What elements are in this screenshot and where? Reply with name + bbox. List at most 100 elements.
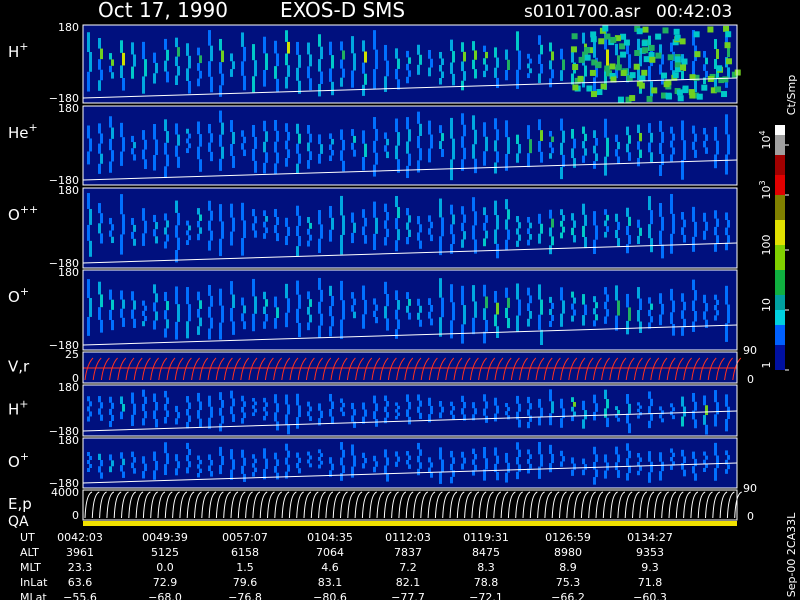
- energy-trace: [646, 491, 655, 519]
- spectrum-cell: [342, 300, 345, 320]
- spectrum-cell: [505, 287, 508, 298]
- spectrum-cell: [307, 401, 310, 407]
- cell: 75.3: [556, 576, 581, 589]
- velocity-trace: [527, 357, 537, 381]
- spectrum-cell: [142, 471, 145, 479]
- spectrum-cell: [560, 461, 563, 467]
- spectrum-cell: [120, 465, 123, 472]
- spectrum-cell: [659, 314, 662, 326]
- spectrum-cell: [496, 472, 499, 481]
- spectrum-cell: [461, 463, 464, 470]
- spectrum-cell: [573, 411, 576, 417]
- spectrum-cell: [320, 313, 323, 326]
- panel-frame: [82, 24, 738, 104]
- spectrum-cell: [650, 461, 653, 473]
- spectrum-cell: [628, 216, 631, 226]
- spectrum-cell: [188, 448, 191, 456]
- spectrum-cell: [142, 418, 145, 426]
- spectrum-cell: [582, 155, 585, 163]
- spectrum-cell: [342, 449, 345, 458]
- velocity-trace: [223, 357, 233, 381]
- spectrum-cell: [461, 408, 464, 415]
- spectrum-cell: [331, 81, 334, 96]
- velocity-trace: [453, 357, 463, 381]
- spectrum-cell: [628, 54, 631, 69]
- spectrum-cell: [571, 315, 574, 322]
- spectrum-cell: [648, 451, 651, 462]
- spectrum-cell: [166, 397, 169, 404]
- spectrum-cell: [230, 203, 233, 218]
- spectrum-cell: [199, 159, 202, 172]
- spectrum-cell: [679, 38, 686, 45]
- colorbar-tick-label: 10: [760, 298, 773, 312]
- spectrum-cell: [133, 300, 136, 310]
- spectrum-cell: [375, 403, 378, 412]
- spectrum-cell: [265, 131, 268, 142]
- spectrum-cell: [219, 407, 222, 416]
- spectrum-cell: [650, 303, 653, 310]
- spectrum-cell: [186, 421, 189, 429]
- spectrum-cell: [287, 450, 290, 458]
- spectrum-cell: [694, 51, 701, 58]
- spectrum-cell: [364, 73, 367, 85]
- spectrum-cell: [243, 305, 246, 314]
- spectrum-cell: [340, 77, 343, 87]
- spectrum-cell: [109, 138, 112, 151]
- spectrum-cell: [518, 234, 521, 241]
- spectrum-cell: [452, 457, 455, 464]
- spectrum-cell: [331, 149, 334, 156]
- spectrum-cell: [661, 216, 664, 231]
- cell: 8.3: [477, 561, 495, 574]
- cell: 0134:27: [627, 531, 673, 544]
- spectrum-cell: [307, 322, 310, 331]
- label-name: O: [8, 206, 20, 224]
- spectrum-cell: [617, 141, 620, 150]
- spectrum-cell: [186, 321, 189, 339]
- velocity-trace: [691, 357, 701, 381]
- spectrum-cell: [208, 61, 211, 77]
- spectrum-cell: [516, 153, 519, 163]
- spectrum-cell: [175, 250, 178, 263]
- spectrum-cell: [474, 211, 477, 226]
- spectrum-cell: [572, 64, 579, 71]
- spectrum-cell: [571, 469, 574, 476]
- spectrum-cell: [683, 469, 686, 477]
- spectrum-cell: [252, 44, 255, 61]
- spectrum-cell: [615, 285, 618, 301]
- spectrum-cell: [164, 142, 167, 155]
- tick-exponent: 4: [758, 130, 767, 135]
- spectrum-cell: [615, 149, 618, 157]
- spectrum-cell: [472, 414, 475, 421]
- spectrum-cell: [472, 144, 475, 159]
- spectrum-cell: [298, 294, 301, 309]
- spectrum-cell: [725, 285, 728, 305]
- spectrum-cell: [661, 74, 664, 85]
- spectrum-cell: [725, 323, 728, 342]
- spectrum-cell: [540, 407, 543, 417]
- spectrum-cell: [408, 57, 411, 64]
- velocity-trace: [510, 357, 520, 381]
- spectrum-cell: [450, 62, 453, 74]
- spectrum-cell: [307, 217, 310, 223]
- panel-label: O++: [8, 203, 38, 224]
- spectrum-cell: [219, 446, 222, 456]
- spectrum-cell: [417, 216, 420, 225]
- spectrum-cell: [153, 124, 156, 140]
- spectrum-cell: [395, 451, 398, 457]
- spectrum-cell: [714, 243, 717, 252]
- velocity-trace: [666, 357, 676, 381]
- spectrum-cell: [230, 53, 233, 62]
- spectrum-cell: [384, 417, 387, 424]
- spectrum-cell: [100, 133, 103, 144]
- spectrum-cell: [689, 74, 696, 81]
- panel-background: [83, 270, 737, 350]
- spectrum-cell: [540, 223, 543, 234]
- spectrum-cell: [670, 154, 673, 162]
- spectrum-cell: [406, 459, 409, 465]
- spectrum-cell: [230, 469, 233, 480]
- spectrum-cell: [309, 133, 312, 143]
- spectrum-cell: [670, 403, 673, 408]
- spectrum-cell: [582, 141, 585, 149]
- spectrum-cell: [340, 41, 343, 51]
- energy-trace: [529, 491, 538, 519]
